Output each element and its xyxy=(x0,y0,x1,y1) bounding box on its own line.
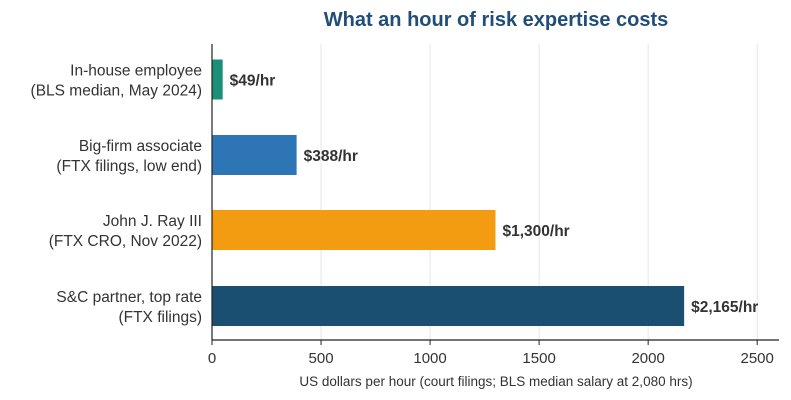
x-tick-label: 0 xyxy=(208,350,216,367)
category-labels: In-house employee (BLS median, May 2024) B… xyxy=(31,63,202,327)
category-label: John J. Ray III xyxy=(103,213,202,230)
data-label: $388/hr xyxy=(304,148,358,165)
bar xyxy=(212,286,685,326)
category-label: Big-firm associate xyxy=(79,138,202,155)
category-label: (BLS median, May 2024) xyxy=(31,83,202,100)
category-label: (FTX filings) xyxy=(118,309,202,326)
bar xyxy=(212,135,297,175)
x-tick-label: 500 xyxy=(309,350,334,367)
x-tick-label: 1000 xyxy=(413,350,446,367)
data-label: $49/hr xyxy=(230,73,276,90)
axes xyxy=(211,44,779,345)
data-label: $1,300/hr xyxy=(503,223,570,240)
category-label: (FTX filings, low end) xyxy=(56,158,202,175)
bars xyxy=(212,59,685,326)
chart-title: What an hour of risk expertise costs xyxy=(324,9,669,31)
category-label: In-house employee xyxy=(70,63,202,80)
x-axis-label: US dollars per hour (court filings; BLS … xyxy=(299,374,692,389)
x-tick-label: 2000 xyxy=(631,350,664,367)
data-label: $2,165/hr xyxy=(691,299,758,316)
bar xyxy=(212,210,496,250)
data-labels: $49/hr $388/hr $1,300/hr $2,165/hr xyxy=(230,73,759,317)
x-tick-label: 1500 xyxy=(522,350,555,367)
x-tick-labels: 0 500 1000 1500 2000 2500 xyxy=(208,350,774,367)
x-tick-label: 2500 xyxy=(741,350,774,367)
category-label: (FTX CRO, Nov 2022) xyxy=(49,233,202,250)
category-label: S&C partner, top rate xyxy=(56,289,202,306)
bar xyxy=(212,59,223,100)
